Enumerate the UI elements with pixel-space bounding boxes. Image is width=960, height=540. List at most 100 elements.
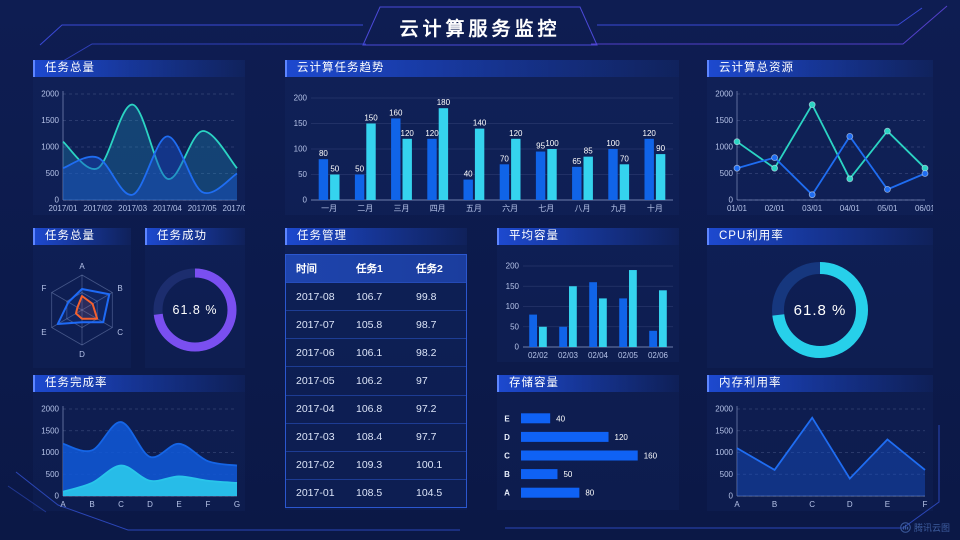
svg-text:65: 65 <box>572 157 581 166</box>
svg-text:C: C <box>809 500 815 509</box>
panel-memory: 内存利用率 0 500 1000 1500 2000 A B C D E F <box>707 375 933 511</box>
panel-title-radar: 任务总量 <box>33 228 131 245</box>
cpu-donut-chart: 61.8 % <box>707 252 933 368</box>
table-cell: 109.3 <box>356 459 383 472</box>
table-cell: 108.5 <box>356 487 383 500</box>
svg-text:90: 90 <box>656 144 665 153</box>
table-cell: 2017-07 <box>296 318 335 331</box>
svg-text:120: 120 <box>425 129 439 138</box>
svg-text:F: F <box>923 500 928 509</box>
svg-text:B: B <box>772 500 777 509</box>
svg-text:02/02: 02/02 <box>528 351 549 360</box>
panel-avg-capacity: 平均容量 0 50 100 150 200 02/02 02/03 02/04 02/05 02/… <box>497 228 679 362</box>
svg-text:03/01: 03/01 <box>802 204 823 213</box>
svg-text:C: C <box>504 452 510 461</box>
svg-text:十月: 十月 <box>647 203 663 213</box>
svg-text:200: 200 <box>294 94 308 103</box>
chart-logo-icon <box>900 522 911 533</box>
svg-text:0: 0 <box>729 196 734 205</box>
svg-text:02/03: 02/03 <box>558 351 579 360</box>
svg-text:1500: 1500 <box>715 426 733 435</box>
svg-text:500: 500 <box>720 169 734 178</box>
table-cell: 2017-04 <box>296 403 335 416</box>
svg-text:02/06: 02/06 <box>648 351 669 360</box>
svg-text:80: 80 <box>585 489 594 498</box>
panel-cpu: CPU利用率 61.8 % <box>707 228 933 368</box>
table-header-cell: 时间 <box>296 263 317 276</box>
svg-text:50: 50 <box>355 165 364 174</box>
svg-text:B: B <box>504 470 510 479</box>
svg-text:B: B <box>89 500 94 509</box>
table-header-cell: 任务2 <box>416 263 443 276</box>
task-total-area-chart: 0 500 1000 1500 2000 2017/01 2017/02 2017/03 201… <box>33 84 245 215</box>
svg-text:85: 85 <box>584 147 593 156</box>
svg-text:02/05: 02/05 <box>618 351 639 360</box>
svg-text:2000: 2000 <box>715 90 733 99</box>
panel-storage: 存储容量 E 40 D 120 C 160 B 50 A 80 <box>497 375 679 510</box>
brand-name: 腾讯云图 <box>913 523 950 533</box>
table-header-cell: 任务1 <box>356 263 383 276</box>
table-cell: 98.7 <box>416 318 437 331</box>
table-cell: 2017-02 <box>296 459 335 472</box>
svg-text:150: 150 <box>364 114 378 123</box>
svg-text:100: 100 <box>606 139 620 148</box>
svg-text:01/01: 01/01 <box>727 204 748 213</box>
svg-text:100: 100 <box>506 302 520 311</box>
table-cell: 106.1 <box>356 346 383 359</box>
svg-text:0: 0 <box>729 492 734 501</box>
svg-text:二月: 二月 <box>357 204 373 213</box>
svg-text:1000: 1000 <box>715 448 733 457</box>
table-cell: 104.5 <box>416 487 443 500</box>
svg-text:G: G <box>234 500 240 509</box>
panel-task-total: 任务总量 0 500 1000 1500 2000 2017/01 2017/02 2017/… <box>33 60 245 215</box>
svg-text:2017/06: 2017/06 <box>223 204 245 213</box>
memory-line-chart: 0 500 1000 1500 2000 A B C D E F <box>707 399 933 511</box>
table-cell: 100.1 <box>416 459 443 472</box>
table-cell: 99.8 <box>416 290 437 303</box>
svg-text:500: 500 <box>46 169 60 178</box>
svg-text:2017/02: 2017/02 <box>83 204 112 213</box>
svg-text:2017/05: 2017/05 <box>188 204 217 213</box>
svg-text:180: 180 <box>437 98 451 107</box>
panel-task-table: 任务管理 时间 任务1 任务2 2017-08 106.7 99.8 2017-07 105.… <box>285 228 467 510</box>
svg-text:E: E <box>41 328 46 337</box>
table-row: 2017-06 106.1 98.2 <box>286 339 466 368</box>
svg-text:06/01: 06/01 <box>915 204 933 213</box>
table-cell: 2017-08 <box>296 290 335 303</box>
svg-text:02/04: 02/04 <box>588 351 609 360</box>
svg-text:八月: 八月 <box>575 204 591 213</box>
svg-text:F: F <box>206 500 211 509</box>
svg-text:D: D <box>847 500 853 509</box>
svg-text:2017/01: 2017/01 <box>49 204 78 213</box>
svg-text:D: D <box>79 350 85 359</box>
svg-text:200: 200 <box>506 262 520 271</box>
svg-text:150: 150 <box>294 119 308 128</box>
svg-text:50: 50 <box>563 470 572 479</box>
panel-cloud-resources: 云计算总资源 0 500 1000 1500 2000 01/01 02/01 03/01 04… <box>707 60 933 215</box>
svg-text:70: 70 <box>620 154 629 163</box>
svg-text:02/01: 02/01 <box>765 204 786 213</box>
svg-text:C: C <box>117 328 123 337</box>
svg-text:120: 120 <box>615 433 629 442</box>
panel-title-task-success: 任务成功 <box>145 228 245 245</box>
panel-task-total-radar: 任务总量 A B C D E F <box>33 228 131 368</box>
table-cell: 2017-06 <box>296 346 335 359</box>
svg-text:120: 120 <box>509 129 523 138</box>
svg-text:160: 160 <box>644 452 658 461</box>
cpu-value: 61.8 % <box>793 301 847 319</box>
storage-hbar-chart: E 40 D 120 C 160 B 50 A 80 <box>497 399 679 510</box>
svg-text:04/01: 04/01 <box>840 204 861 213</box>
svg-text:95: 95 <box>536 142 545 151</box>
panel-title-task-total: 任务总量 <box>33 60 245 77</box>
svg-text:一月: 一月 <box>321 204 337 213</box>
table-row: 2017-05 106.2 97 <box>286 367 466 396</box>
table-row: 2017-02 109.3 100.1 <box>286 451 466 480</box>
svg-text:四月: 四月 <box>430 204 446 213</box>
svg-text:1000: 1000 <box>41 448 59 457</box>
avg-capacity-bar-chart: 0 50 100 150 200 02/02 02/03 02/04 02/05 02/06 <box>497 252 679 362</box>
panel-title-avg-capacity: 平均容量 <box>497 228 679 245</box>
panel-title-completion: 任务完成率 <box>33 375 245 392</box>
completion-area-chart: 0 500 1000 1500 2000 A B C D E F G <box>33 399 245 511</box>
table-cell: 106.2 <box>356 374 383 387</box>
